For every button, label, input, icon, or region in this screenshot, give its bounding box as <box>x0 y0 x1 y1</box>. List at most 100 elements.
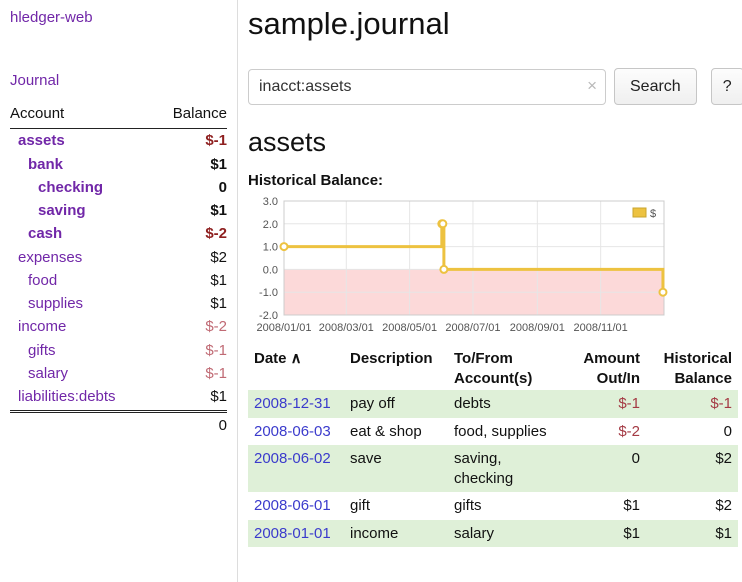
x-tick-label: 2008/05/01 <box>382 322 437 334</box>
accounts-header-row: Account Balance <box>10 101 227 130</box>
data-point <box>439 264 449 274</box>
accounts-total-spacer <box>10 412 153 438</box>
y-tick-label: -1.0 <box>259 287 278 299</box>
account-name-cell: supplies <box>10 292 153 315</box>
account-name-cell: salary <box>10 362 153 385</box>
transaction-accounts: gifts <box>454 497 482 514</box>
account-row: saving $1 <box>10 199 227 222</box>
x-tick-label: 2008/07/01 <box>445 322 500 334</box>
account-balance: 0 <box>218 178 227 196</box>
transaction-date-link[interactable]: 2008-06-02 <box>254 450 331 467</box>
transaction-accounts: food, supplies <box>454 422 547 440</box>
transaction-description: income <box>350 524 399 542</box>
account-balance: $1 <box>210 155 227 173</box>
search-button[interactable]: Search <box>614 68 697 105</box>
account-balance: $-2 <box>205 225 227 243</box>
x-tick-label: 2008/01/01 <box>256 322 311 334</box>
sidebar-account-link-salary[interactable]: salary <box>28 364 69 382</box>
account-heading: assets <box>248 127 327 157</box>
main-content: sample.journal × Search ? assets Histori… <box>238 0 742 582</box>
sidebar-account-link-bank[interactable]: bank <box>28 155 64 173</box>
account-balance: $-1 <box>205 132 227 150</box>
transaction-date-cell: 2008-06-02 <box>248 445 344 492</box>
transaction-amount: $-1 <box>618 395 640 412</box>
sidebar-account-link-assets[interactable]: assets <box>18 132 65 150</box>
account-name-cell: income <box>10 315 153 338</box>
register-header-amt: Amount Out/In <box>583 350 640 387</box>
app-title-link[interactable]: hledger-web <box>10 9 93 26</box>
transaction-description: eat & shop <box>350 422 422 440</box>
sidebar-account-link-checking[interactable]: checking <box>38 178 104 196</box>
register-header-bal: Historical Balance <box>663 350 732 387</box>
account-balance: $-2 <box>205 318 227 336</box>
help-button[interactable]: ? <box>710 68 742 105</box>
account-name-cell: bank <box>10 153 153 176</box>
register-table: Date ∧ Description To/From Account(s) Amount… <box>248 347 738 547</box>
sidebar-account-link-liabilities-debts[interactable]: liabilities:debts <box>18 388 116 405</box>
account-name-cell: checking <box>10 176 153 199</box>
register-header-desc: Description <box>350 350 433 367</box>
account-row: supplies $1 <box>10 292 227 315</box>
account-name-cell: expenses <box>10 246 153 269</box>
register-row: 2008-01-01 income salary $1 $1 <box>248 519 738 547</box>
account-row: checking 0 <box>10 176 227 199</box>
data-point <box>658 287 668 297</box>
transaction-accounts: debts <box>454 395 491 412</box>
transaction-date-cell: 2008-12-31 <box>248 390 344 418</box>
transaction-date-cell: 2008-06-01 <box>248 492 344 520</box>
account-row: food $1 <box>10 269 227 292</box>
account-name-cell: saving <box>10 199 153 222</box>
account-balance: $1 <box>153 385 227 414</box>
account-name-cell: assets <box>10 129 153 153</box>
transaction-balance: $1 <box>715 524 732 542</box>
account-row: expenses $2 <box>10 246 227 269</box>
sidebar-account-link-food[interactable]: food <box>28 271 58 289</box>
sort-asc-icon: ∧ <box>286 350 302 367</box>
transaction-accounts: saving, checking <box>454 450 514 487</box>
account-balance: $2 <box>210 248 227 266</box>
sidebar-account-link-cash[interactable]: cash <box>28 225 63 243</box>
sidebar-account-link-supplies[interactable]: supplies <box>28 295 84 312</box>
account-balance: $1 <box>210 295 227 312</box>
accounts-header-balance: Balance <box>153 101 227 130</box>
register-header-date[interactable]: Date ∧ <box>254 350 302 367</box>
legend-label: $ <box>650 208 656 220</box>
sidebar-journal-link[interactable]: Journal <box>10 72 60 89</box>
historical-balance-chart: 3.0 2.0 1.0 0.0 -1.0 -2.0 2008/01/01 2008/03/01… <box>248 195 742 335</box>
transaction-amount: $-2 <box>618 422 640 440</box>
accounts-total-value: 0 <box>218 417 227 435</box>
sidebar-account-link-gifts[interactable]: gifts <box>28 341 56 359</box>
transaction-date-link[interactable]: 2008-12-31 <box>254 395 331 412</box>
data-point <box>279 242 289 252</box>
clear-search-icon[interactable]: × <box>587 75 597 95</box>
search-form: × Search ? <box>248 68 742 105</box>
transaction-amount: 0 <box>631 450 640 467</box>
transaction-date-link[interactable]: 2008-06-01 <box>254 497 331 514</box>
sidebar-account-link-expenses[interactable]: expenses <box>18 248 83 266</box>
transaction-date-link[interactable]: 2008-01-01 <box>254 524 331 542</box>
transaction-date-link[interactable]: 2008-06-03 <box>254 422 331 440</box>
account-row: gifts $-1 <box>10 339 227 362</box>
account-balance: $-1 <box>205 341 227 359</box>
transaction-date-cell: 2008-06-03 <box>248 418 344 446</box>
sidebar-account-link-income[interactable]: income <box>18 318 67 336</box>
register-header-row: Date ∧ Description To/From Account(s) Amount… <box>248 347 738 390</box>
account-balance: $-1 <box>205 364 227 382</box>
y-tick-label: 3.0 <box>263 196 278 208</box>
transaction-description: pay off <box>350 395 395 412</box>
chart-title: Historical Balance: <box>248 172 384 189</box>
transaction-balance: $2 <box>715 450 732 467</box>
search-input[interactable] <box>248 68 606 105</box>
y-tick-label: -2.0 <box>259 310 278 322</box>
transaction-accounts: salary <box>454 524 495 542</box>
account-row: cash $-2 <box>10 222 227 245</box>
data-point <box>438 219 448 229</box>
account-row: liabilities:debts $1 <box>10 385 227 414</box>
register-header-accts: To/From Account(s) <box>454 350 533 387</box>
transaction-balance: $2 <box>715 497 732 514</box>
accounts-total-row: 0 <box>10 412 227 438</box>
sidebar-account-link-saving[interactable]: saving <box>38 202 86 219</box>
account-name-cell: food <box>10 269 153 292</box>
